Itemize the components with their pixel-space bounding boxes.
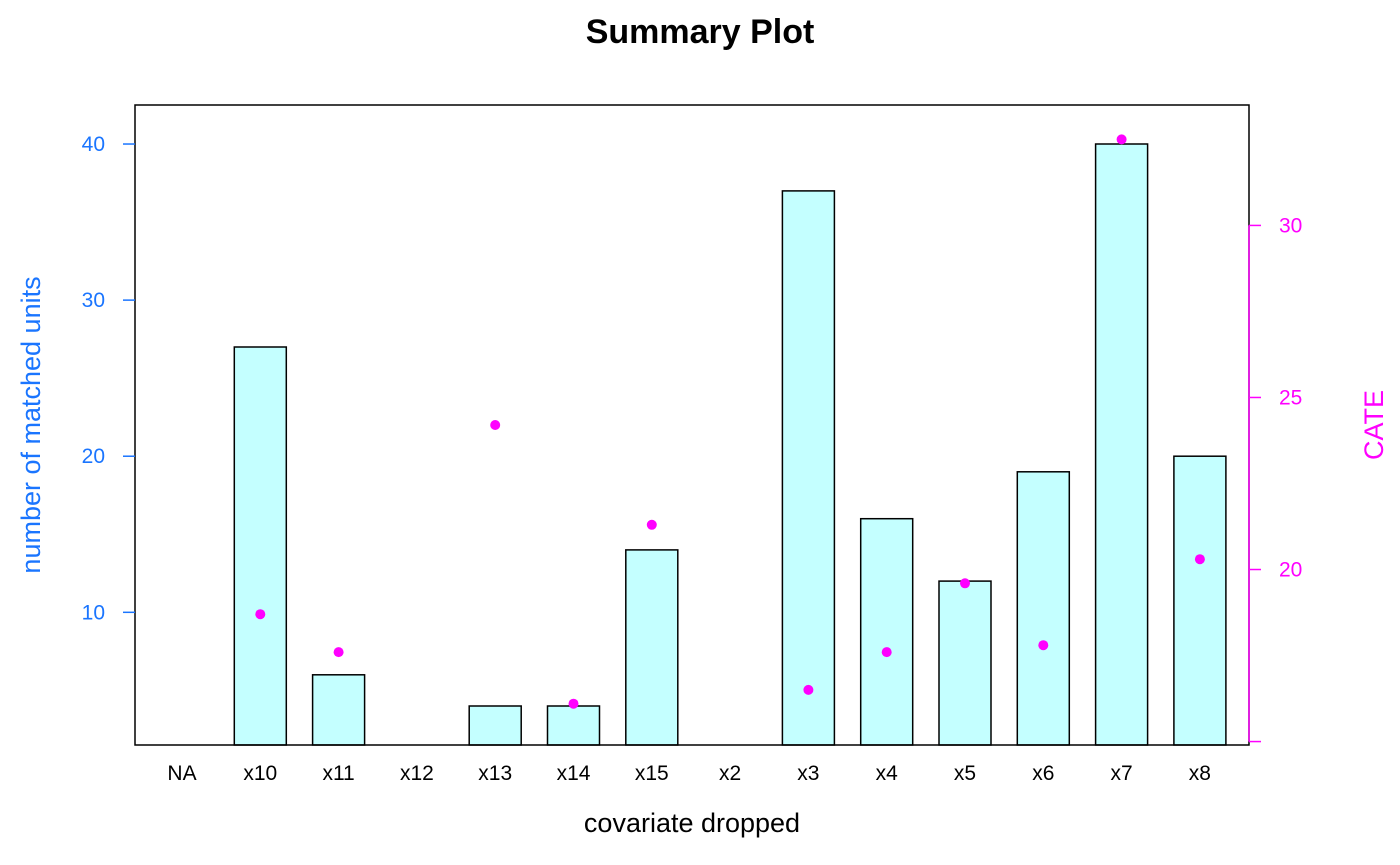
left-axis: 10 20 30 40: [82, 133, 135, 624]
bar-x3: [781, 190, 836, 746]
bar-x4: [859, 517, 914, 746]
bar-x10: [233, 346, 288, 746]
x-tick-label-x2: x2: [719, 762, 741, 785]
y-axis-right-label: CATE: [1359, 390, 1389, 460]
bar-x14: [546, 705, 601, 746]
x-tick-label-x12: x12: [400, 762, 434, 785]
bar-x11: [311, 674, 366, 746]
x-tick-label-x10: x10: [243, 762, 277, 785]
x-tick-label-x3: x3: [797, 762, 819, 785]
point-x3: [803, 684, 814, 695]
bars-layer: [233, 143, 1227, 746]
bar-x15: [625, 549, 679, 746]
point-x10: [255, 609, 266, 620]
chart-title: Summary Plot: [586, 13, 815, 51]
x-tick-label-x8: x8: [1189, 762, 1211, 785]
y-axis-left-label: number of matched units: [16, 276, 46, 573]
bar-x13: [468, 705, 522, 746]
point-x7: [1116, 134, 1127, 145]
point-x15: [646, 519, 657, 530]
point-x6: [1038, 640, 1049, 651]
points-layer: [255, 134, 1205, 709]
right-axis: 20 25 30: [1248, 214, 1302, 743]
x-tick-label-x13: x13: [478, 762, 512, 785]
bar-x5: [938, 580, 992, 746]
point-x13: [490, 420, 501, 430]
bar-x7: [1094, 143, 1149, 746]
bar-x8: [1173, 455, 1227, 746]
x-tick-label-x15: x15: [635, 762, 669, 785]
right-tick-label-25: 25: [1279, 386, 1302, 409]
left-tick-label-30: 30: [82, 289, 105, 312]
x-tick-label-x4: x4: [876, 762, 899, 785]
x-tick-label-x14: x14: [557, 762, 591, 785]
right-tick-label-20: 20: [1279, 559, 1302, 582]
point-x11: [333, 647, 344, 658]
x-tick-label-x11: x11: [322, 762, 354, 785]
x-axis: NA x10 x11 x12 x13 x14 x15 x2 x3 x4 x5 x6 x7 x8: [167, 762, 1211, 785]
point-x4: [881, 647, 892, 658]
point-x14: [568, 698, 579, 709]
x-axis-label: covariate dropped: [584, 808, 800, 838]
point-x5: [960, 578, 970, 589]
x-tick-label-x7: x7: [1111, 762, 1133, 785]
left-tick-label-10: 10: [82, 601, 105, 624]
x-tick-label-x6: x6: [1032, 762, 1054, 785]
plot-frame: [134, 104, 1250, 746]
left-tick-label-20: 20: [82, 445, 105, 468]
bar-x6: [1016, 471, 1071, 746]
right-tick-label-30: 30: [1279, 214, 1302, 237]
left-tick-label-40: 40: [82, 133, 105, 156]
x-tick-label-x5: x5: [954, 762, 976, 785]
point-x8: [1194, 554, 1205, 565]
x-tick-label-NA: NA: [167, 762, 196, 785]
